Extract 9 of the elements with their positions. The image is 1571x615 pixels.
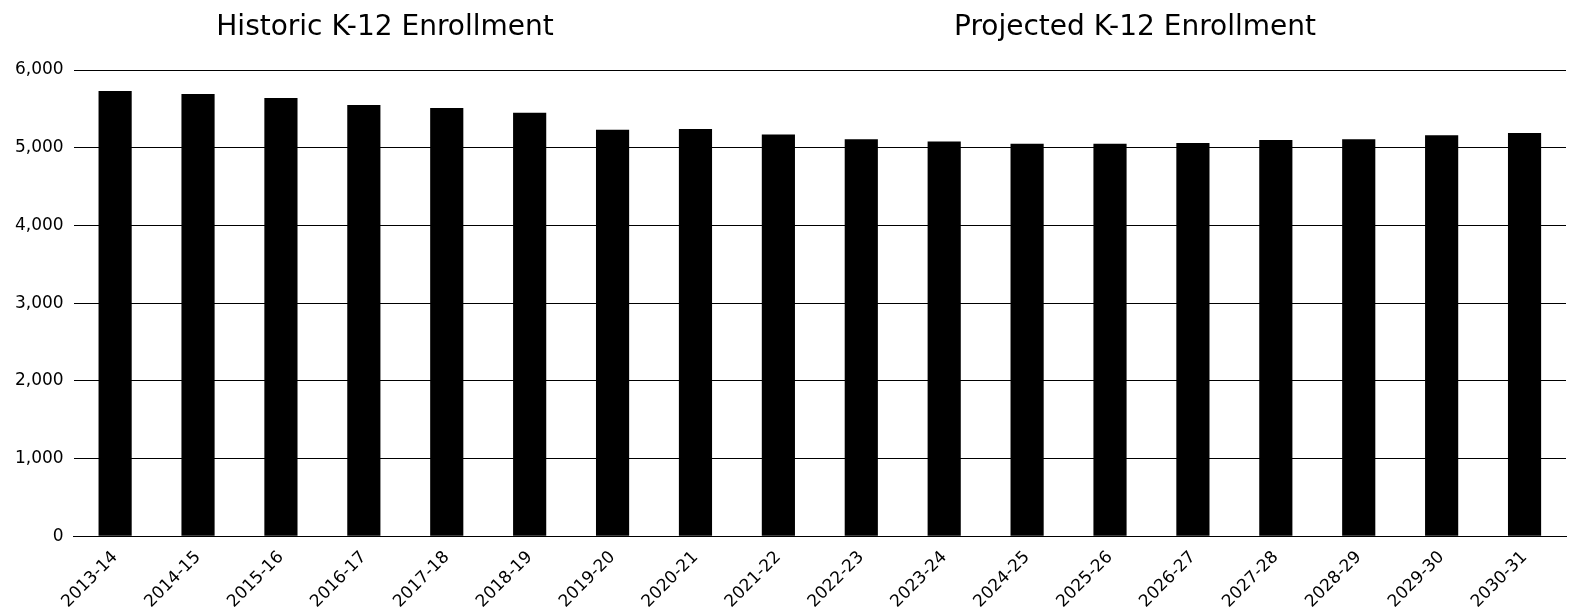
y-tick-label: 1,000 bbox=[15, 447, 64, 468]
chart-title: Historic K-12 Enrollment bbox=[216, 9, 554, 43]
y-tick-label: 3,000 bbox=[15, 291, 64, 312]
y-tick-label: 0 bbox=[52, 524, 64, 545]
y-tick-label: 6,000 bbox=[15, 58, 64, 79]
y-tick-label: 5,000 bbox=[15, 136, 64, 157]
chart-subtitle: Projected K-12 Enrollment bbox=[953, 9, 1317, 43]
y-tick-label: 4,000 bbox=[15, 213, 64, 234]
y-tick-label: 2,000 bbox=[15, 369, 64, 390]
